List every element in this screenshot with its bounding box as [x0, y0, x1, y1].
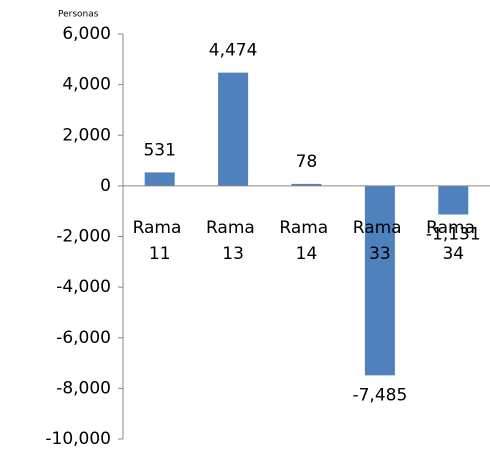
- x-tick-label: Rama 14: [279, 218, 333, 264]
- x-tick-label: Rama 33: [353, 218, 407, 264]
- y-tick-label: -6,000: [56, 328, 111, 348]
- bar: [364, 185, 395, 376]
- data-label: 78: [296, 152, 318, 172]
- data-label: -7,485: [352, 385, 407, 405]
- data-label: -1,131: [426, 225, 481, 245]
- x-tick-label: Rama 13: [206, 218, 260, 264]
- x-tick-label: Rama 11: [133, 218, 187, 264]
- y-tick-label: 4,000: [62, 75, 111, 95]
- y-tick-label: -2,000: [56, 227, 111, 247]
- bar: [438, 185, 469, 215]
- bar: [291, 183, 322, 186]
- y-tick-label: 2,000: [62, 125, 111, 145]
- data-label: 531: [143, 140, 175, 160]
- y-tick-label: 0: [100, 176, 111, 196]
- y-tick-label: -10,000: [45, 429, 111, 449]
- data-label: 4,474: [209, 41, 258, 61]
- y-axis-label: Personas: [58, 10, 99, 20]
- y-tick-label: -4,000: [56, 277, 111, 297]
- bar: [144, 172, 175, 186]
- y-tick-label: -8,000: [56, 378, 111, 398]
- bar: [218, 72, 249, 186]
- x-tick-label: Rama 34: [426, 218, 480, 264]
- y-tick-label: 6,000: [62, 24, 111, 44]
